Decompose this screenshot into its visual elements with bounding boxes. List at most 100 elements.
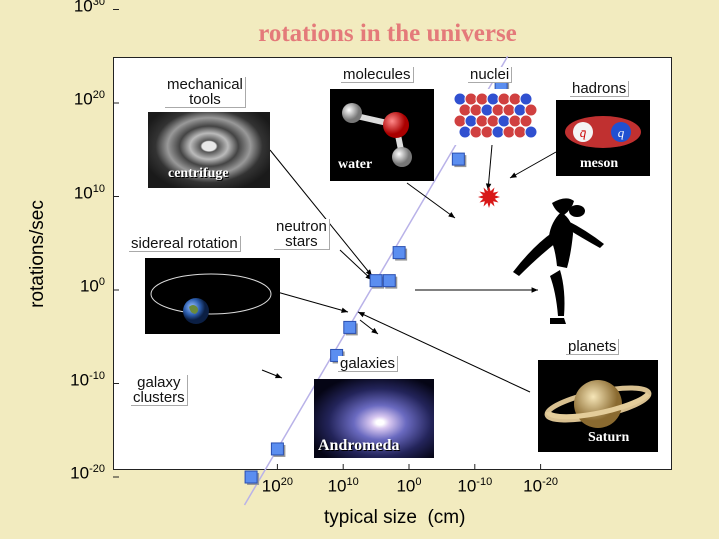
earth-orbit-icon	[150, 273, 272, 324]
y-tick-label: 100	[45, 276, 105, 297]
nucleon-icon	[497, 114, 511, 128]
galaxies-label: galaxies	[338, 356, 399, 372]
tick-base: 10	[70, 463, 90, 483]
nucleon-icon	[453, 92, 467, 106]
water-caption: water	[338, 157, 373, 172]
nucleon-icon	[480, 103, 494, 117]
andromeda-caption: Andromeda	[318, 437, 400, 454]
nucleon-icon	[513, 125, 527, 139]
arrow-head	[510, 172, 517, 178]
nucleon-icon	[469, 103, 483, 117]
tick-base: 10	[73, 183, 93, 203]
data-point	[343, 320, 357, 334]
nucleon-icon	[491, 103, 505, 117]
x-axis-label: typical size (cm)	[324, 507, 466, 528]
nucleon-icon	[469, 125, 483, 139]
arrow-head	[275, 373, 282, 379]
nucleon-icon	[502, 125, 516, 139]
tick-base: 10	[457, 476, 477, 496]
water-molecule-icon	[342, 103, 412, 167]
data-point	[451, 152, 465, 166]
tick-exponent: 0	[415, 476, 422, 488]
pointer-arrow	[406, 182, 456, 219]
tick-base: 10	[73, 0, 93, 16]
arrow-head	[341, 307, 348, 313]
nucleon-icon	[524, 125, 538, 139]
y-tick-label: 1030	[45, 0, 105, 16]
tick-exponent: 0	[98, 276, 105, 288]
data-point	[392, 246, 406, 260]
tick-base: 10	[261, 476, 281, 496]
data-point	[244, 470, 258, 484]
nucleon-icon	[464, 114, 478, 128]
meson-caption: meson	[580, 156, 619, 171]
arrow-head	[485, 183, 492, 190]
nucleon-icon	[458, 125, 472, 139]
earth-image	[145, 258, 280, 334]
tick-exponent: -10	[89, 369, 105, 382]
nucleon-icon	[497, 92, 511, 106]
pointer-arrow	[339, 249, 373, 281]
mechanical-tools-label: mechanical tools	[165, 77, 246, 108]
data-point	[382, 274, 396, 288]
tick-base: 10	[73, 89, 93, 109]
x-tick-label: 1020	[247, 476, 307, 497]
antiquark-label: q̄	[580, 125, 587, 140]
nuclei-label: nuclei	[468, 67, 513, 83]
nucleon-icon	[475, 92, 489, 106]
saturn-image: Saturn	[538, 360, 658, 452]
pointer-arrow	[509, 151, 557, 179]
nucleus-icon	[453, 92, 538, 139]
tick-exponent: -10	[476, 476, 493, 488]
neutron-stars-label: neutron stars	[274, 219, 330, 250]
y-tick-label: 1010	[45, 183, 105, 204]
saturn-icon	[544, 380, 652, 428]
tick-exponent: -20	[89, 463, 105, 475]
tick-base: 10	[79, 276, 99, 296]
data-point	[369, 274, 383, 288]
saturn-caption: Saturn	[588, 430, 630, 445]
nucleon-icon	[519, 92, 533, 106]
nucleon-icon	[486, 114, 500, 128]
y-tick-label: 10-10	[45, 370, 105, 391]
tick-exponent: 10	[92, 182, 105, 195]
arrow-head	[371, 327, 378, 334]
x-tick-label: 100	[379, 476, 439, 497]
nucleon-icon	[508, 114, 522, 128]
tick-base: 10	[396, 476, 416, 496]
y-tick-label: 1020	[45, 89, 105, 110]
y-axis-label: rotations/sec	[27, 200, 48, 308]
pointer-arrow	[269, 149, 373, 277]
data-point	[270, 442, 284, 456]
pointer-arrow	[487, 144, 493, 191]
nucleon-icon	[458, 103, 472, 117]
nucleon-icon	[464, 92, 478, 106]
nucleon-icon	[524, 103, 538, 117]
nucleon-icon	[480, 125, 494, 139]
hadron-star-marker	[478, 186, 500, 208]
centrifuge-caption: centrifuge	[168, 166, 229, 181]
nucleon-icon	[508, 92, 522, 106]
tick-base: 10	[523, 476, 543, 496]
water-molecule-image: water	[330, 89, 434, 181]
arrow-head	[358, 312, 365, 318]
sidereal-rotation-label: sidereal rotation	[129, 236, 241, 252]
chart-title: rotations in the universe	[258, 20, 517, 47]
meson-image: q̄ q meson	[556, 100, 650, 176]
y-tick-label: 10-20	[45, 463, 105, 484]
meson-icon: q̄ q	[565, 116, 641, 148]
x-tick-label: 10-10	[445, 476, 505, 497]
nucleon-icon	[453, 114, 467, 128]
tick-exponent: 20	[92, 89, 105, 101]
arrow-head	[448, 211, 455, 218]
tick-base: 10	[70, 370, 90, 390]
nucleon-icon	[513, 103, 527, 117]
pointer-arrow	[269, 289, 349, 313]
tick-exponent: 20	[280, 476, 293, 488]
nucleon-icon	[491, 125, 505, 139]
galaxy-clusters-label: galaxy clusters	[131, 375, 188, 406]
nucleon-icon	[519, 114, 533, 128]
tick-base: 10	[327, 476, 347, 496]
tick-exponent: 30	[92, 0, 105, 8]
